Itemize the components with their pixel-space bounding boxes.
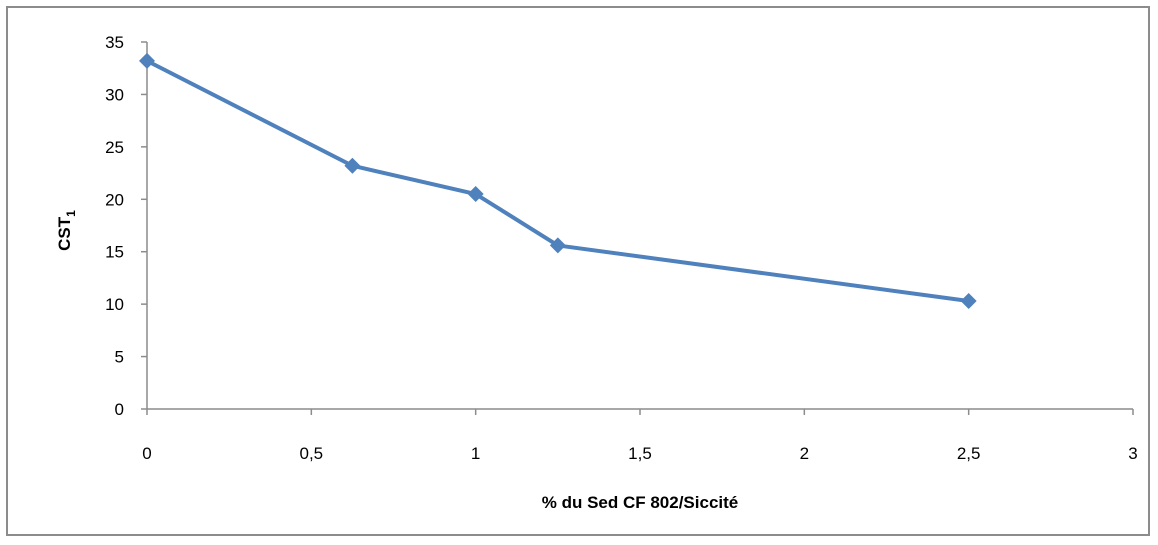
x-tick-label: 3	[1128, 444, 1137, 463]
data-point	[960, 292, 977, 309]
x-tick-label: 0	[142, 444, 151, 463]
data-point	[344, 157, 361, 174]
y-tick-label: 25	[105, 138, 124, 157]
y-tick-label: 0	[115, 400, 124, 419]
x-tick-label: 0,5	[300, 444, 324, 463]
x-axis-title: % du Sed CF 802/Siccité	[542, 493, 739, 512]
x-tick-label: 1,5	[628, 444, 652, 463]
series-line	[146, 59, 969, 303]
x-axis-ticks: 0 0,5 1 1,5 2 2,5 3	[142, 409, 1138, 463]
series-layer	[139, 52, 977, 309]
data-point	[139, 52, 155, 69]
data-point	[549, 237, 566, 254]
y-tick-label: 10	[105, 295, 124, 314]
axes	[146, 42, 1133, 410]
y-axis-ticks: 0 5 10 15 20 25 30 35	[105, 33, 147, 419]
y-tick-label: 35	[105, 33, 124, 52]
chart-frame	[6, 6, 1150, 536]
y-tick-label: 20	[105, 190, 124, 209]
y-axis-title: CST1	[55, 210, 78, 251]
data-point	[467, 186, 484, 203]
x-tick-label: 2	[800, 444, 809, 463]
y-axis-title-subscript: 1	[64, 210, 78, 217]
y-tick-label: 5	[115, 348, 124, 367]
x-tick-label: 2,5	[957, 444, 981, 463]
x-tick-label: 1	[471, 444, 480, 463]
y-axis-title-main: CST	[55, 216, 74, 251]
y-tick-label: 15	[105, 243, 124, 262]
y-tick-label: 30	[105, 85, 124, 104]
